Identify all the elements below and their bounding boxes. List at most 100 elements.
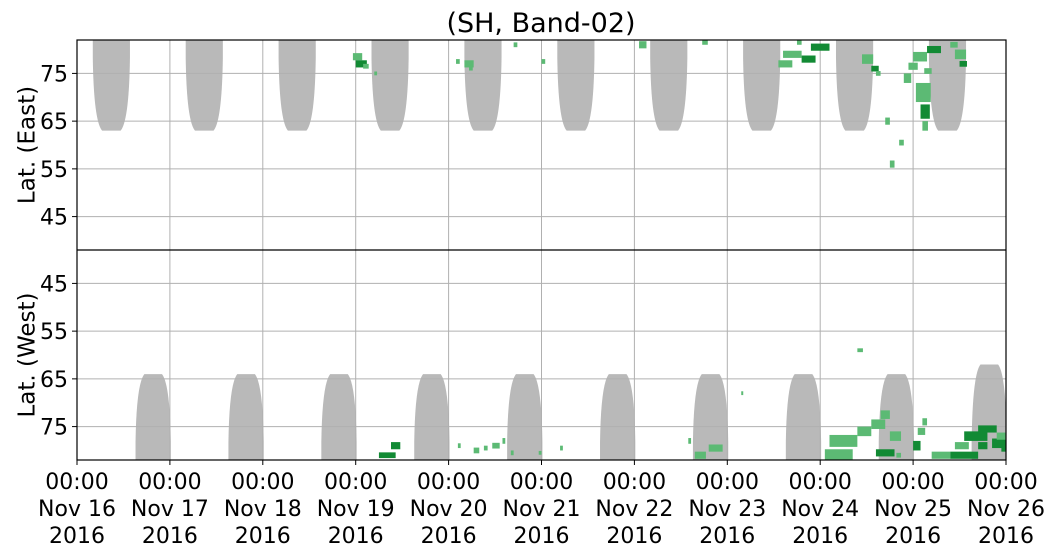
east-detection-cell xyxy=(456,59,460,64)
west-detection-cell xyxy=(954,442,969,450)
xtick-time: 00:00 xyxy=(231,470,294,495)
east-coverage-lobe xyxy=(835,40,874,131)
west-detection-cell xyxy=(378,452,396,459)
east-detection-cell xyxy=(355,60,367,68)
xtick-year: 2016 xyxy=(421,524,477,549)
west-detection-cell xyxy=(875,449,895,457)
east-detection-cell xyxy=(954,49,967,60)
west-detection-cell xyxy=(950,451,979,459)
west-ytick-label: 75 xyxy=(40,416,68,441)
west-detection-cell xyxy=(510,450,514,456)
east-detection-cell xyxy=(924,68,932,74)
east-detection-cell xyxy=(862,54,874,64)
west-detection-cell xyxy=(857,426,872,437)
west-coverage-lobe xyxy=(228,374,264,460)
xtick-day: Nov 21 xyxy=(503,497,581,522)
xtick-label: 00:00 Nov 17 2016 xyxy=(131,470,209,549)
east-detection-cell xyxy=(702,40,708,45)
west-detection-cell xyxy=(871,419,886,429)
east-detection-cell xyxy=(908,62,918,70)
west-coverage-lobe xyxy=(135,374,171,460)
east-detection-cell xyxy=(885,117,890,125)
east-coverage-lobe xyxy=(92,40,130,131)
east-coverage-lobe xyxy=(928,40,967,131)
west-detection-cell xyxy=(688,438,692,444)
west-detection-cell xyxy=(708,444,723,452)
west-coverage-lobe xyxy=(785,374,822,460)
chart-title: (SH, Band-02) xyxy=(446,8,635,39)
xtick-day: Nov 22 xyxy=(595,497,673,522)
xtick-day: Nov 25 xyxy=(874,497,952,522)
xtick-time: 00:00 xyxy=(138,470,201,495)
east-detection-cell xyxy=(913,51,928,62)
west-detection-cell xyxy=(978,425,997,433)
east-coverage-lobe xyxy=(371,40,409,131)
east-coverage-lobe xyxy=(557,40,595,131)
east-coverage-lobe xyxy=(464,40,502,131)
xtick-time: 00:00 xyxy=(696,470,759,495)
xtick-year: 2016 xyxy=(978,524,1034,549)
east-detection-cell xyxy=(469,66,473,71)
east-panel: 45 55 65 75 xyxy=(40,40,1006,250)
east-detection-cell xyxy=(950,41,958,48)
west-detection-cell xyxy=(492,442,500,449)
west-detection-cell xyxy=(457,443,461,449)
west-detection-cell xyxy=(913,440,921,451)
west-detection-cell xyxy=(992,438,1006,449)
west-detection-cell xyxy=(824,449,853,460)
west-coverage-lobe xyxy=(692,374,729,460)
west-detection-cell xyxy=(538,450,542,455)
west-detection-cell xyxy=(880,410,890,419)
west-detection-cell xyxy=(896,452,902,458)
xtick-label: 00:00 Nov 26 2016 xyxy=(967,470,1045,549)
west-detection-cell xyxy=(996,432,1006,440)
west-coverage-lobe xyxy=(878,374,915,460)
west-detection-cell xyxy=(473,447,480,454)
xtick-year: 2016 xyxy=(235,524,291,549)
xtick-label: 00:00 Nov 24 2016 xyxy=(781,470,859,549)
east-coverage-lobe xyxy=(743,40,781,131)
east-detection-cell xyxy=(889,160,895,168)
east-detection-cell xyxy=(796,40,802,45)
xtick-day: Nov 24 xyxy=(781,497,859,522)
west-detection-cell xyxy=(502,438,506,444)
east-detection-cell xyxy=(927,45,941,54)
xtick-label: 00:00 Nov 25 2016 xyxy=(874,470,952,549)
west-plot-area xyxy=(77,250,1006,460)
xtick-label: 00:00 Nov 19 2016 xyxy=(317,470,395,549)
xtick-day: Nov 23 xyxy=(688,497,766,522)
east-detection-cell xyxy=(903,73,912,83)
east-coverage-lobe xyxy=(650,40,688,131)
east-detection-cell xyxy=(810,43,830,51)
west-detection-cell xyxy=(1001,444,1006,452)
west-axis-label: Lat. (West) xyxy=(15,292,41,417)
xtick-time: 00:00 xyxy=(974,470,1037,495)
east-detection-cell xyxy=(778,60,793,68)
xtick-time: 00:00 xyxy=(510,470,573,495)
west-detection-cell xyxy=(560,445,563,451)
west-detection-cell xyxy=(889,431,902,441)
west-coverage-lobe xyxy=(321,374,357,460)
west-coverage-lobe xyxy=(600,374,636,460)
xtick-year: 2016 xyxy=(606,524,662,549)
east-coverage-lobe xyxy=(185,40,223,131)
xtick-day: Nov 17 xyxy=(131,497,209,522)
xtick-day: Nov 16 xyxy=(38,497,116,522)
west-detection-cell xyxy=(391,442,401,450)
west-detection-cell xyxy=(917,427,926,435)
west-detection-cell xyxy=(694,451,706,459)
xtick-time: 00:00 xyxy=(324,470,387,495)
east-detection-cell xyxy=(783,50,802,58)
west-detection-cell xyxy=(922,418,928,426)
east-detection-cell xyxy=(801,55,816,63)
east-detection-cell xyxy=(871,65,879,72)
east-axis-label: Lat. (East) xyxy=(15,86,41,204)
xtick-label: 00:00 Nov 16 2016 xyxy=(38,470,116,549)
west-detection-cell xyxy=(978,442,988,450)
xtick-day: Nov 18 xyxy=(224,497,302,522)
east-detection-cell xyxy=(915,82,931,103)
xtick-day: Nov 19 xyxy=(317,497,395,522)
east-detection-cell xyxy=(352,53,363,61)
